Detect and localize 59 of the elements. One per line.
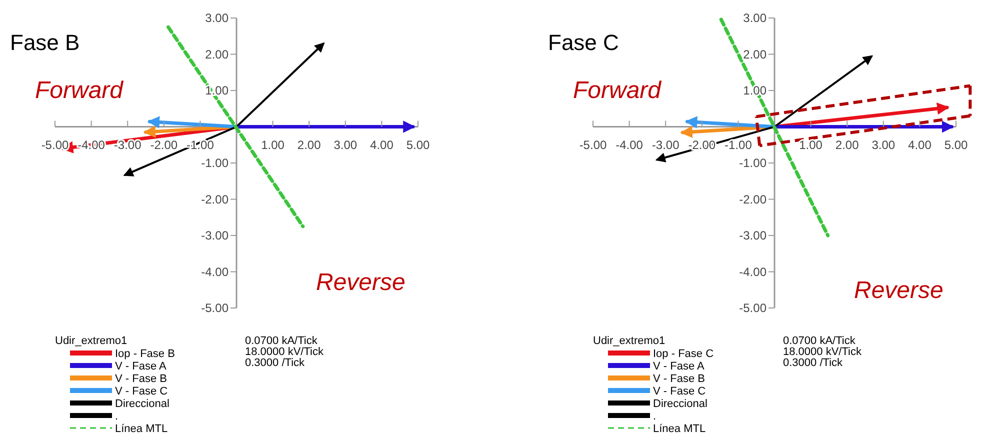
- annotation: Forward: [573, 77, 662, 104]
- x-tick-label: -3.00: [114, 138, 142, 152]
- legend-label: V - Fase C: [115, 386, 168, 398]
- legend-label: V - Fase C: [653, 386, 706, 398]
- x-tick-label: 4.00: [908, 138, 932, 152]
- x-tick-label: 2.00: [297, 138, 322, 152]
- text: 0.0700 kA/Tick: [245, 335, 318, 347]
- y-tick-label: -4.00: [201, 264, 229, 279]
- legend-label: Direccional: [653, 398, 708, 410]
- y-tick-label: 3.00: [205, 11, 229, 25]
- legend-label: V - Fase A: [115, 360, 168, 372]
- text: 0.0700 kA/Tick: [783, 335, 856, 347]
- text: 0.3000 /Tick: [783, 357, 844, 369]
- x-tick-label: 1.00: [261, 138, 285, 152]
- y-tick-label: -5.00: [201, 301, 229, 315]
- legend-title: Udir_extremo1: [55, 335, 128, 347]
- y-tick-label: -1.00: [739, 156, 767, 170]
- text: 18.0000 kV/Tick: [783, 346, 862, 358]
- legend-label: V - Fase B: [653, 373, 705, 385]
- text: 18.0000 kV/Tick: [245, 346, 324, 358]
- legend-label: Línea MTL: [115, 423, 168, 435]
- legend-label: Direccional: [115, 398, 170, 410]
- text: 0.3000 /Tick: [245, 357, 306, 369]
- legend-label: .: [115, 410, 118, 422]
- annotation: Reverse: [316, 269, 406, 296]
- x-tick-label: 5.00: [406, 138, 430, 152]
- text: Fase C: [548, 30, 620, 55]
- legend-label: .: [653, 410, 656, 422]
- x-tick-label: 3.00: [872, 138, 896, 152]
- legend-label: V - Fase B: [115, 373, 167, 385]
- annotation: Reverse: [854, 277, 944, 304]
- x-tick-label: 1.00: [799, 138, 823, 152]
- legend-label: V - Fase A: [653, 360, 706, 372]
- y-tick-label: -3.00: [739, 228, 767, 242]
- x-tick-label: 5.00: [944, 138, 968, 152]
- y-tick-label: -2.00: [201, 192, 229, 206]
- x-tick-label: 3.00: [334, 138, 358, 152]
- y-tick-label: -1.00: [201, 156, 229, 170]
- legend-label: Iop - Fase B: [115, 348, 175, 360]
- y-tick-label: -4.00: [739, 264, 767, 279]
- legend-title: Udir_extremo1: [593, 335, 666, 347]
- annotation: Forward: [35, 77, 124, 104]
- x-tick-label: -4.00: [616, 138, 644, 152]
- y-tick-label: -3.00: [201, 228, 229, 242]
- x-tick-label: -1.00: [724, 138, 752, 152]
- y-tick-label: -5.00: [739, 301, 767, 315]
- x-tick-label: 4.00: [370, 138, 394, 152]
- x-tick-label: 2.00: [835, 138, 860, 152]
- x-tick-label: -5.00: [41, 138, 69, 152]
- x-tick-label: -3.00: [652, 138, 680, 152]
- text: Fase B: [10, 30, 80, 55]
- y-tick-label: 3.00: [743, 11, 767, 25]
- y-tick-label: -2.00: [739, 192, 767, 206]
- x-tick-label: -2.00: [150, 138, 178, 152]
- y-tick-label: 2.00: [743, 47, 767, 62]
- y-tick-label: 2.00: [205, 47, 229, 62]
- legend-label: Línea MTL: [653, 423, 706, 435]
- legend-label: Iop - Fase C: [653, 348, 714, 360]
- x-tick-label: -5.00: [579, 138, 607, 152]
